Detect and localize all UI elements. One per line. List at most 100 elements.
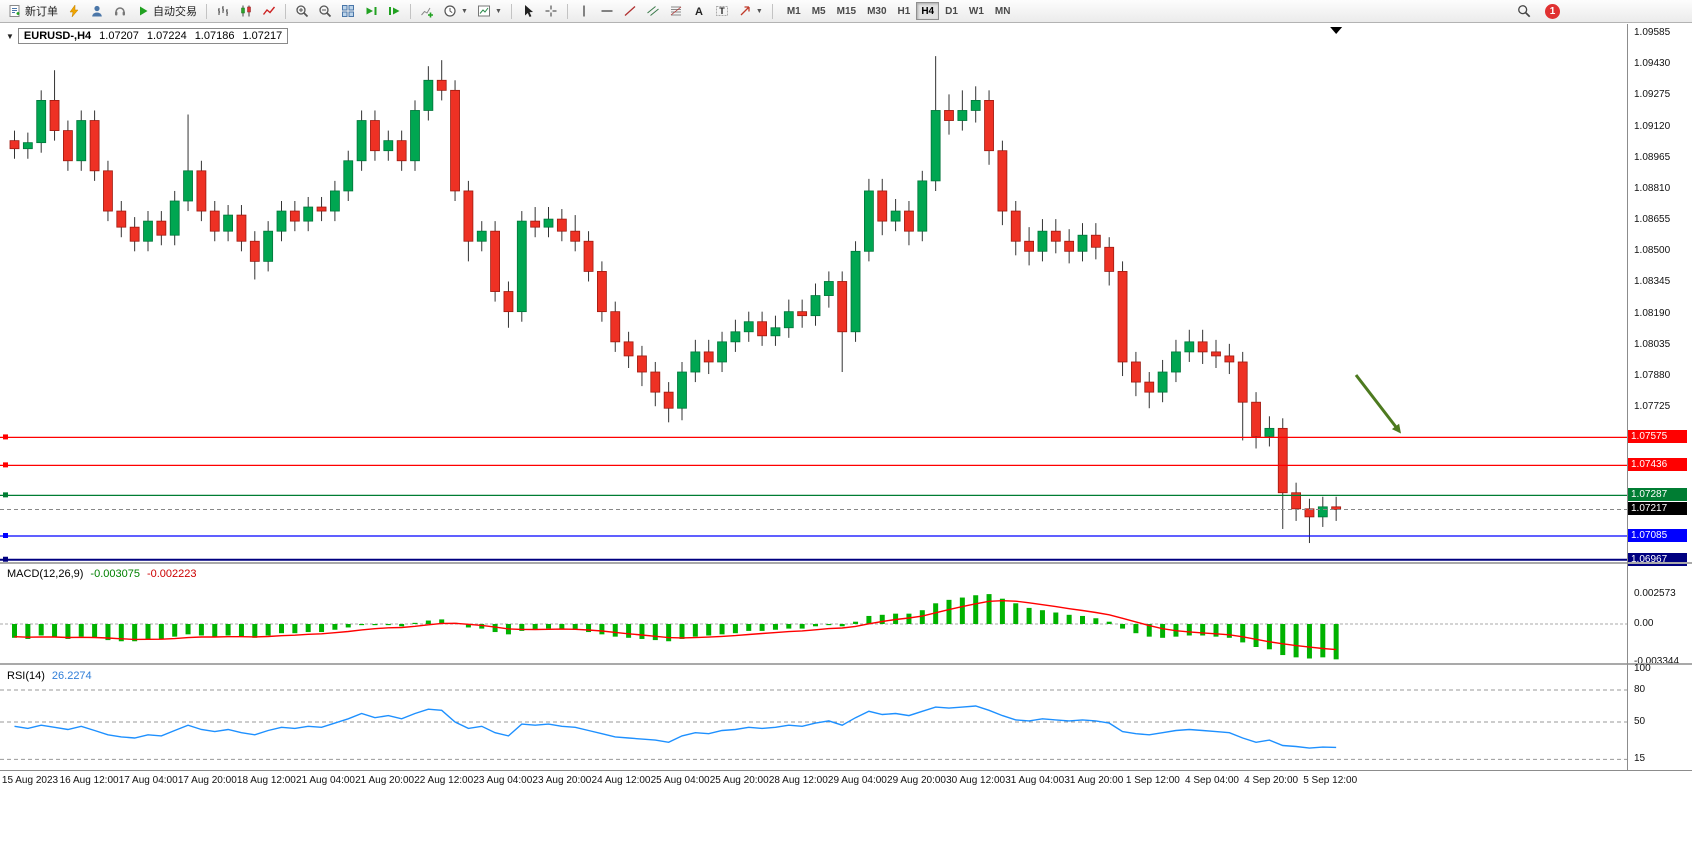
- price-tick-label: 1.08345: [1634, 276, 1671, 288]
- line-handle[interactable]: [3, 533, 8, 538]
- price-chart[interactable]: [0, 24, 1627, 562]
- tab-timeframe-w1[interactable]: W1: [964, 2, 989, 20]
- tab-timeframe-m1[interactable]: M1: [782, 2, 806, 20]
- macd-histogram-bar: [292, 624, 298, 634]
- text-label-button[interactable]: T: [711, 1, 733, 21]
- rsi-tick-label: 100: [1634, 662, 1651, 674]
- candle-up: [1077, 234, 1088, 252]
- macd-histogram-bar: [1320, 624, 1326, 658]
- horizontal-line-button[interactable]: [596, 1, 618, 21]
- accounts-button[interactable]: [86, 1, 108, 21]
- line-handle[interactable]: [3, 462, 8, 468]
- line-handle[interactable]: [3, 556, 8, 562]
- tab-timeframe-h4[interactable]: H4: [916, 2, 940, 20]
- vertical-line-button[interactable]: [573, 1, 595, 21]
- auto-scroll-button[interactable]: [360, 1, 382, 21]
- candle-up: [543, 218, 554, 228]
- tab-timeframe-m15[interactable]: M15: [832, 2, 861, 20]
- auto-trading-button[interactable]: 自动交易: [132, 1, 201, 21]
- trendline-button[interactable]: [619, 1, 641, 21]
- new-order-button[interactable]: 新订单: [4, 1, 62, 21]
- notification-badge[interactable]: 1: [1545, 3, 1560, 19]
- time-axis-label: 28 Aug 12:00: [768, 775, 828, 786]
- line-handle[interactable]: [3, 492, 8, 498]
- arrows-button[interactable]: ▼: [734, 1, 767, 21]
- macd-histogram-bar: [92, 624, 98, 638]
- tab-timeframe-m30[interactable]: M30: [862, 2, 891, 20]
- macd-histogram-bar: [1066, 614, 1072, 624]
- macd-signal-value: -0.002223: [146, 568, 197, 580]
- equidistant-channel-icon: [646, 4, 660, 18]
- tile-windows-button[interactable]: [337, 1, 359, 21]
- cursor-button[interactable]: [517, 1, 539, 21]
- crosshair-button[interactable]: [540, 1, 562, 21]
- cursor-icon: [521, 4, 535, 18]
- candlestick-chart-button[interactable]: [235, 1, 257, 21]
- tab-timeframe-d1[interactable]: D1: [940, 2, 963, 20]
- macd-histogram-bar: [666, 624, 672, 642]
- toolbar-separator: [285, 3, 286, 19]
- time-axis-label: 15 Aug 2023: [1, 775, 59, 786]
- macd-histogram-bar: [238, 624, 244, 637]
- macd-histogram-bar: [118, 624, 124, 642]
- channel-button[interactable]: [642, 1, 664, 21]
- fibonacci-button[interactable]: [665, 1, 687, 21]
- pane-divider[interactable]: [0, 663, 1692, 665]
- candle-down: [1291, 492, 1301, 510]
- templates-button[interactable]: ▼: [473, 1, 506, 21]
- depth-of-market-button[interactable]: [63, 1, 85, 21]
- text-button[interactable]: A: [688, 1, 710, 21]
- line-handle[interactable]: [3, 434, 8, 440]
- candle-down: [637, 355, 647, 373]
- macd-histogram-bar: [732, 624, 738, 634]
- pane-divider[interactable]: [0, 562, 1692, 564]
- macd-tick-label: 0.00: [1634, 618, 1654, 629]
- tab-timeframe-m5[interactable]: M5: [807, 2, 831, 20]
- arrow-annotation[interactable]: [1354, 374, 1401, 434]
- candle-up: [1184, 341, 1195, 353]
- lightning-icon: [67, 4, 81, 18]
- macd-indicator[interactable]: [0, 564, 1627, 663]
- candle-up: [677, 371, 687, 409]
- indicators-button[interactable]: [416, 1, 438, 21]
- candle-up: [970, 100, 981, 111]
- zoom-out-button[interactable]: [314, 1, 336, 21]
- time-axis-label: 29 Aug 20:00: [887, 775, 946, 786]
- shift-end-marker[interactable]: [1330, 27, 1343, 34]
- macd-histogram-bar: [38, 624, 44, 636]
- macd-histogram-bar: [412, 622, 418, 624]
- candle-down: [1064, 240, 1075, 252]
- candle-down: [1090, 234, 1101, 248]
- candle-down: [129, 226, 140, 242]
- chart-shift-button[interactable]: [383, 1, 405, 21]
- macd-histogram-bar: [345, 624, 351, 628]
- macd-histogram-bar: [772, 624, 778, 630]
- time-axis-label: 23 Aug 04:00: [473, 775, 533, 786]
- candle-down: [597, 271, 607, 313]
- rsi-tick-label: 50: [1634, 716, 1646, 727]
- search-icon[interactable]: [1517, 4, 1531, 18]
- indicators-plus-icon: [420, 4, 434, 18]
- price-axis[interactable]: 1.07575 1.07436 1.07287 1.07085 1.06967 1.072…: [1627, 24, 1692, 566]
- chart-close-value: 1.07217: [242, 30, 283, 42]
- support-button[interactable]: [109, 1, 131, 21]
- candle-down: [623, 341, 634, 357]
- chevron-down-icon: ▼: [494, 7, 502, 15]
- macd-histogram-bar: [826, 624, 832, 626]
- zoom-in-button[interactable]: [291, 1, 313, 21]
- tab-timeframe-mn[interactable]: MN: [990, 2, 1016, 20]
- arrow-shapes-icon: [738, 4, 752, 18]
- line-chart-button[interactable]: [258, 1, 280, 21]
- candle-down: [370, 120, 380, 152]
- tab-timeframe-h1[interactable]: H1: [893, 2, 916, 20]
- chart-expand-icon[interactable]: ▼: [6, 31, 14, 41]
- periods-button[interactable]: ▼: [439, 1, 472, 21]
- candle-down: [116, 210, 127, 228]
- macd-tick-label: 0.002573: [1634, 588, 1676, 600]
- macd-histogram-bar: [1200, 624, 1206, 636]
- time-axis[interactable]: 15 Aug 2023 16 Aug 12:00 17 Aug 04:00 17 Au…: [0, 770, 1692, 789]
- bar-chart-button[interactable]: [212, 1, 234, 21]
- rsi-indicator[interactable]: [0, 666, 1627, 768]
- play-icon: [136, 4, 150, 18]
- price-tick-label: 1.08035: [1634, 338, 1671, 350]
